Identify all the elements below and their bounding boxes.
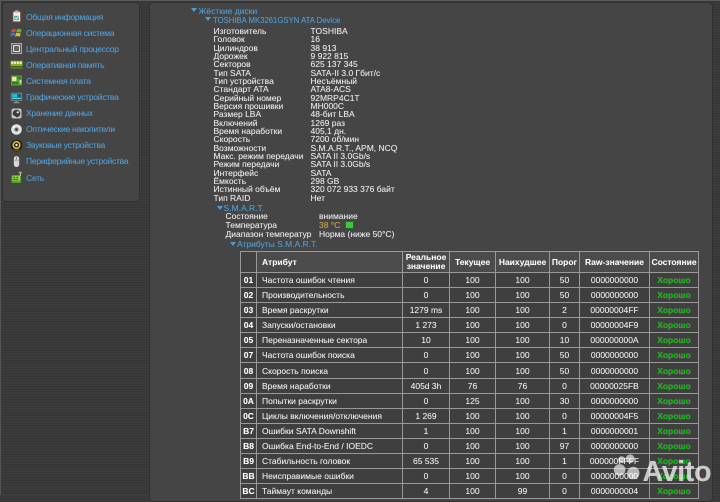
svg-text:Avito: Avito bbox=[643, 456, 712, 488]
